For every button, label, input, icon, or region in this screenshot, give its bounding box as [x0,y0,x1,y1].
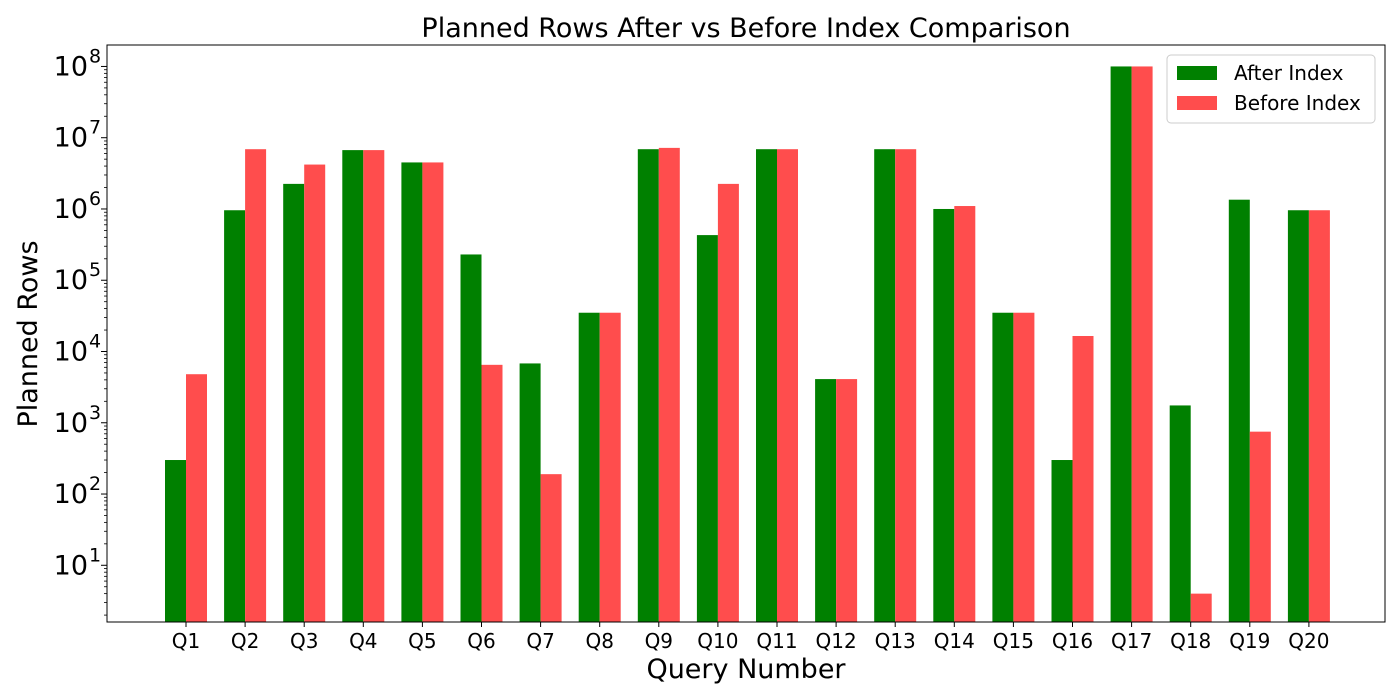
bar-after-q1 [165,460,186,622]
y-tick-exponent: 7 [89,117,101,139]
x-tick-label: Q18 [1170,629,1211,653]
bar-after-q18 [1169,405,1191,622]
bar-before-q13 [895,149,917,622]
bar-before-q12 [836,379,858,622]
bar-before-q19 [1249,431,1271,622]
y-tick-exponent: 6 [89,188,101,210]
y-tick-label: 10 [54,479,88,510]
bar-before-q2 [245,149,267,622]
bar-after-q20 [1287,210,1309,623]
bar-before-q5 [422,162,444,622]
x-tick-label: Q1 [172,629,200,653]
bar-after-q8 [578,312,600,622]
legend-swatch-before [1177,96,1217,110]
y-tick-label: 10 [54,51,88,82]
bar-before-q20 [1308,210,1330,623]
y-tick-label: 10 [54,194,88,225]
y-axis-label: Planned Rows [13,240,44,427]
x-ticks-group: Q1 Q2 Q3 Q4 Q5 Q6 Q7 Q8 Q9 Q10 Q11 Q12 Q13 Q14 Q15 Q16 Q… [172,622,1330,653]
bar-after-q16 [1051,460,1073,622]
x-tick-label: Q10 [697,629,738,653]
bar-after-q10 [696,235,718,622]
bar-before-q14 [954,206,976,622]
x-tick-label: Q13 [875,629,916,653]
bar-after-q17 [1110,66,1132,622]
x-tick-label: Q16 [1052,629,1093,653]
y-tick-exponent: 1 [89,544,101,566]
bar-after-q4 [342,150,364,623]
bar-after-q3 [283,183,305,622]
bar-after-q15 [992,312,1014,622]
x-tick-label: Q19 [1229,629,1270,653]
y-tick-label: 10 [54,550,88,581]
bar-before-q7 [540,474,562,622]
legend-label-before: Before Index [1234,91,1361,115]
bar-before-q6 [481,364,503,622]
bar-after-q6 [460,254,482,622]
x-tick-label: Q4 [349,629,377,653]
x-tick-label: Q11 [756,629,797,653]
y-tick-label: 10 [54,123,88,154]
x-tick-label: Q2 [231,629,259,653]
bar-after-q5 [401,162,423,622]
bar-before-q1 [186,374,207,622]
bars-group [165,66,1330,623]
bar-before-q9 [658,147,680,622]
y-tick-label: 10 [54,265,88,296]
x-tick-label: Q12 [815,629,856,653]
y-tick-exponent: 8 [89,45,101,67]
bar-before-q10 [717,183,739,622]
bar-before-q18 [1190,593,1212,622]
legend-label-after: After Index [1234,61,1344,85]
bar-before-q8 [599,312,621,622]
y-tick-label: 10 [54,408,88,439]
x-tick-label: Q15 [993,629,1034,653]
y-tick-exponent: 2 [89,473,101,495]
bar-before-q4 [363,150,385,623]
bar-after-q11 [756,149,777,622]
legend: After Index Before Index [1166,54,1376,124]
y-tick-exponent: 4 [89,330,101,352]
bar-before-q3 [304,164,326,622]
legend-box [1166,54,1376,124]
x-tick-label: Q5 [408,629,436,653]
legend-swatch-after [1177,66,1217,80]
chart-title: Planned Rows After vs Before Index Compa… [421,13,1070,44]
x-axis-label: Query Number [646,654,846,685]
x-tick-label: Q9 [645,629,673,653]
x-tick-label: Q20 [1288,629,1329,653]
bar-after-q7 [519,363,541,622]
bar-before-q17 [1131,66,1153,622]
x-tick-label: Q17 [1111,629,1152,653]
bar-after-q19 [1228,199,1250,622]
bar-before-q15 [1013,312,1035,622]
x-tick-label: Q8 [585,629,613,653]
x-tick-label: Q6 [467,629,495,653]
y-tick-label: 10 [54,336,88,367]
plot-frame [106,44,1386,623]
bar-after-q13 [874,149,896,622]
bar-after-q14 [933,208,955,623]
y-tick-exponent: 3 [89,402,101,424]
bar-after-q2 [224,210,246,623]
x-tick-label: Q7 [526,629,554,653]
bar-before-q16 [1072,336,1094,622]
bar-after-q9 [637,149,659,622]
x-tick-label: Q3 [290,629,318,653]
bar-after-q12 [815,379,837,622]
x-tick-label: Q14 [934,629,975,653]
y-tick-exponent: 5 [89,259,101,281]
bar-before-q11 [777,149,798,622]
